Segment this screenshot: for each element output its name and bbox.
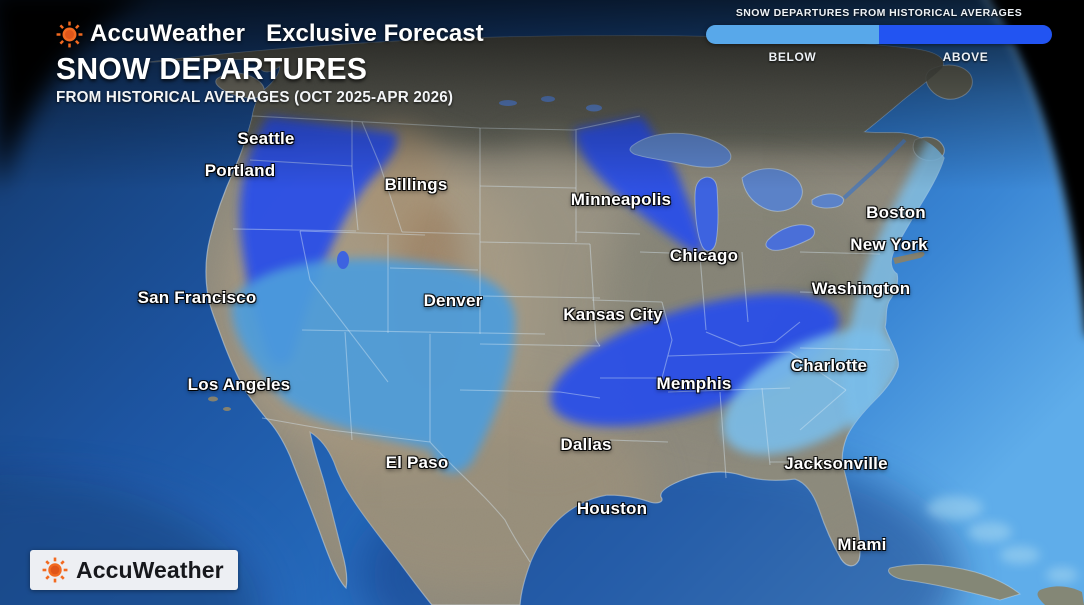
bahamas-banks — [927, 496, 1078, 583]
hispaniola — [1037, 586, 1084, 605]
city-label-washington: Washington — [811, 279, 911, 298]
header: AccuWeather Exclusive Forecast SNOW DEPA… — [56, 20, 484, 107]
city-label-charlotte: Charlotte — [790, 356, 868, 375]
city-label-houston: Houston — [576, 499, 648, 518]
page-title: SNOW DEPARTURES — [56, 51, 368, 86]
region-below-southwest — [231, 258, 516, 474]
brand-name: AccuWeather — [90, 20, 246, 47]
city-label-kansas-city: Kansas City — [563, 305, 663, 324]
lake-erie — [765, 224, 815, 251]
legend-title: SNOW DEPARTURES FROM HISTORICAL AVERAGES — [735, 7, 1023, 19]
page-subtitle: FROM HISTORICAL AVERAGES (OCT 2025-APR 2… — [56, 89, 454, 106]
legend-above-swatch — [879, 25, 1052, 44]
city-label-miami: Miami — [837, 535, 887, 554]
city-label-billings: Billings — [384, 175, 448, 194]
city-label-dallas: Dallas — [560, 435, 612, 454]
city-label-new-york: New York — [850, 235, 928, 254]
city-label-boston: Boston — [866, 203, 926, 222]
legend: SNOW DEPARTURES FROM HISTORICAL AVERAGES… — [706, 7, 1052, 64]
city-label-los-angeles: Los Angeles — [187, 375, 291, 394]
brand-row: AccuWeather Exclusive Forecast — [56, 20, 484, 48]
accuweather-sun-icon — [56, 21, 83, 47]
badge-brand-name: AccuWeather — [76, 556, 224, 583]
legend-below-label: BELOW — [768, 50, 817, 64]
brand-suffix: Exclusive Forecast — [266, 20, 484, 47]
region-above-central-valley — [550, 293, 840, 427]
great-salt-lake — [337, 251, 349, 269]
channel-island — [223, 407, 231, 411]
city-label-denver: Denver — [423, 291, 483, 310]
city-label-memphis: Memphis — [656, 374, 732, 393]
legend-gradient-bar — [706, 25, 1052, 44]
accuweather-sun-icon — [42, 557, 68, 583]
city-label-minneapolis: Minneapolis — [570, 190, 672, 209]
lake-ontario — [811, 193, 844, 209]
city-label-jacksonville: Jacksonville — [784, 454, 888, 473]
city-label-chicago: Chicago — [669, 246, 739, 265]
city-label-seattle: Seattle — [237, 129, 295, 148]
city-label-el-paso: El Paso — [385, 453, 449, 472]
accuweather-badge: AccuWeather — [30, 550, 238, 590]
region-below-atlantic-coast — [842, 132, 944, 450]
cuba — [888, 564, 1022, 601]
space-top-left — [0, 0, 137, 186]
legend-below-swatch — [706, 25, 879, 44]
city-label-portland: Portland — [204, 161, 276, 180]
long-island — [893, 251, 925, 264]
legend-labels: BELOW ABOVE — [706, 50, 1052, 64]
legend-above-label: ABOVE — [942, 50, 989, 64]
channel-island — [208, 396, 218, 402]
city-label-san-francisco: San Francisco — [137, 288, 257, 307]
space-top-right — [989, 0, 1084, 317]
